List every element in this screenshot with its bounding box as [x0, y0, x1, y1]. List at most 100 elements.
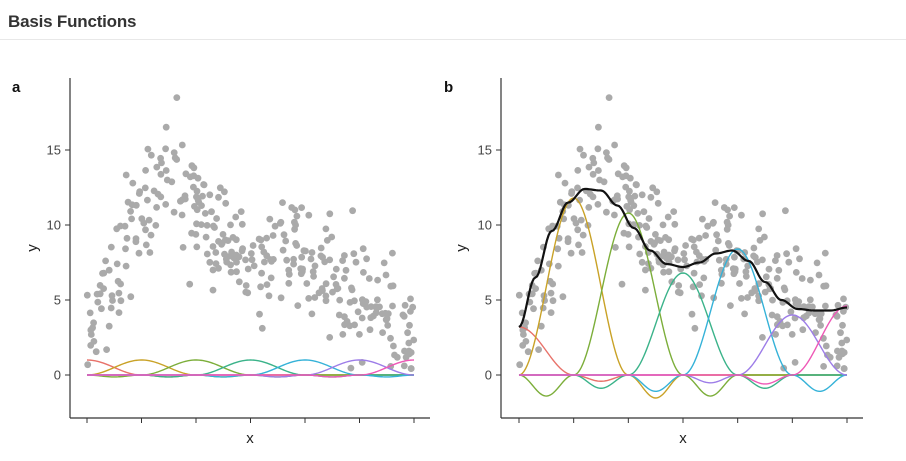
page-title: Basis Functions: [8, 12, 137, 31]
panel-b-point: [768, 311, 776, 319]
panel-b-point: [681, 256, 688, 264]
panel-a-point: [113, 260, 121, 268]
panel-b-point: [838, 347, 846, 355]
panel-a-point: [152, 222, 160, 229]
panel-a-point: [359, 245, 367, 253]
panel-a-point: [322, 225, 330, 233]
panel-b-point: [636, 250, 644, 258]
panel-a-point: [305, 211, 313, 219]
panel-b-point: [837, 329, 844, 337]
panel-b-point: [576, 145, 584, 153]
panel-b-basis-curve-4: [519, 272, 847, 389]
panel-a-point: [351, 297, 358, 305]
panel-b-point: [736, 280, 743, 287]
panel-a-point: [360, 269, 367, 276]
panel-a-point: [244, 265, 252, 273]
panel-a-point: [147, 151, 155, 159]
panel-b-point: [759, 210, 766, 218]
panel-a-point: [308, 249, 316, 256]
panel-a-point: [258, 269, 265, 277]
panel-a-point: [267, 274, 275, 282]
panel-a-point: [330, 273, 337, 281]
panel-a-point: [400, 362, 408, 370]
panel-a-point: [352, 258, 360, 266]
panel-a-point: [242, 256, 249, 264]
panel-a-point: [341, 252, 348, 259]
panel-a-point: [117, 297, 125, 305]
panel-b-point: [534, 257, 542, 265]
panel-a-point: [178, 141, 186, 149]
panel-a-point: [117, 280, 124, 288]
panel-b-point: [811, 310, 819, 318]
panel-a-point: [298, 268, 306, 275]
panel-a-point: [244, 289, 252, 297]
panel-b-point: [731, 268, 739, 275]
panel-a-point: [317, 244, 325, 252]
panel-b-point: [674, 256, 682, 264]
panel-a-point: [203, 222, 211, 229]
panel-a-point: [233, 268, 240, 276]
panel-a-point: [147, 231, 155, 239]
panel-a-point: [293, 212, 301, 220]
panel-b-point: [840, 365, 848, 372]
panel-b-point: [711, 199, 719, 207]
panel-b-fitted-line: [518, 187, 848, 328]
panel-b-point: [662, 234, 669, 241]
panel-b-point: [738, 211, 745, 219]
panel-a-point: [263, 281, 271, 288]
panel-a-point: [233, 258, 240, 266]
panel-b-point: [742, 268, 750, 276]
panel-a-point: [237, 208, 245, 216]
panel-a-point: [223, 258, 231, 266]
panel-a-point: [202, 233, 210, 241]
panel-a-point: [142, 167, 150, 174]
panel-b-point: [840, 295, 847, 303]
panel-a-point: [208, 208, 215, 216]
panel-a-basis-curve-7: [87, 359, 415, 378]
panel-b-point: [690, 243, 698, 251]
panel-a-point: [384, 322, 392, 329]
panel-b-point: [700, 274, 708, 282]
panel-a-point: [146, 249, 154, 256]
panel-a-point: [229, 234, 237, 241]
panel-b-basis-curve-7: [519, 305, 848, 385]
panel-b-point: [671, 220, 679, 228]
panel-b-point: [590, 159, 598, 167]
panel-b-point: [799, 326, 807, 334]
panel-a-point: [389, 302, 396, 310]
panel-b-point: [833, 362, 841, 370]
panel-a-point: [248, 256, 256, 264]
panel-b-point: [713, 231, 720, 239]
panel-b-point: [594, 145, 602, 153]
panel-a-point: [199, 192, 206, 200]
panel-b-point: [815, 271, 823, 279]
panel-b-point: [520, 331, 527, 338]
basis-functions-figure: a 0 5 10 15 x y b 0 5 10 15 x y: [12, 78, 863, 447]
panel-a-point: [374, 276, 381, 284]
panel-b-point: [822, 342, 830, 350]
panel-b-points: [515, 94, 851, 372]
panel-b-point: [792, 245, 800, 253]
panel-a-point: [181, 192, 189, 200]
panel-b-point: [806, 296, 814, 304]
panel-b-point: [690, 269, 698, 277]
panel-b-point: [838, 339, 846, 347]
panel-b-point: [751, 285, 759, 292]
panel-b-point: [645, 215, 653, 222]
panel-b-point: [625, 193, 633, 201]
panel-b-point: [755, 297, 763, 305]
panel-b-x-axis-title: x: [679, 430, 687, 447]
panel-a-point: [238, 247, 246, 255]
panel-a-point: [238, 220, 246, 228]
panel-a-point: [83, 291, 91, 299]
panel-a-point: [389, 249, 396, 257]
panel-b-fit: [518, 187, 848, 328]
panel-b-point: [676, 289, 684, 297]
panel-a-point: [309, 268, 317, 276]
panel-b-point: [773, 252, 781, 259]
panel-b-point: [741, 249, 749, 256]
panel-b-point: [623, 203, 631, 210]
panel-a-point: [109, 297, 116, 304]
panel-a-point: [356, 331, 363, 338]
panel-b-point: [723, 218, 731, 226]
